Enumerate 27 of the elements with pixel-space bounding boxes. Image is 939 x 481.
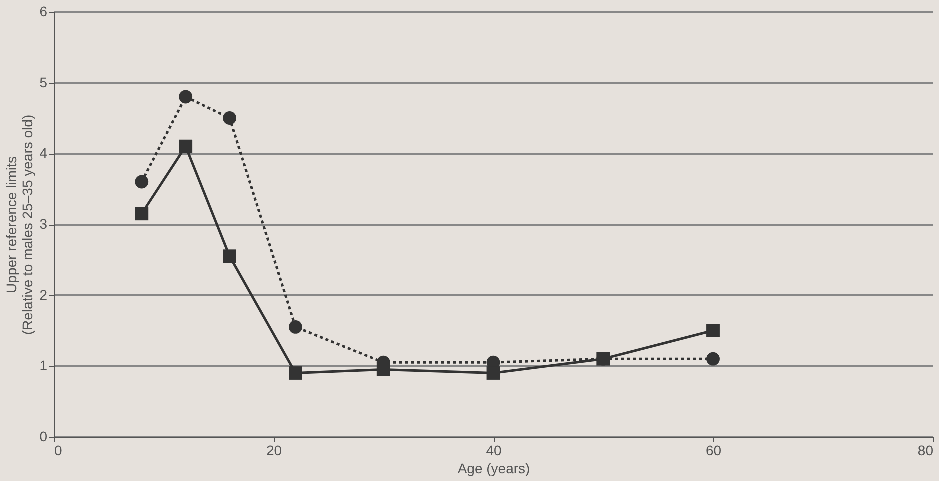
x-tick-label: 60	[706, 442, 722, 458]
y-tick-label: 4	[40, 145, 48, 162]
point	[289, 366, 302, 380]
point	[135, 175, 149, 189]
point	[179, 90, 193, 104]
x-tick-label: 40	[486, 442, 502, 458]
point	[486, 366, 500, 380]
point	[223, 112, 237, 125]
x-tick-label: 20	[266, 442, 282, 458]
point	[376, 363, 390, 376]
y-axis-title: Upper reference limits (Relative to males 25–35 years old)	[4, 114, 36, 336]
point	[223, 250, 237, 264]
x-tick-label: 80	[918, 442, 934, 458]
x-tick-label: 0	[54, 442, 62, 458]
y-tick-label: 0	[40, 428, 48, 444]
y-tick-label: 1	[40, 358, 48, 374]
point	[179, 140, 193, 154]
point	[596, 352, 610, 366]
y-tick-label: 2	[40, 286, 48, 303]
y-tick-label: 3	[40, 216, 48, 232]
y-tick-label: 6	[40, 4, 48, 20]
point	[706, 352, 720, 366]
point	[706, 324, 720, 338]
point	[135, 207, 149, 221]
y-tick-label: 5	[40, 74, 48, 90]
x-axis-title: Age (years)	[458, 460, 530, 476]
point	[289, 320, 302, 334]
